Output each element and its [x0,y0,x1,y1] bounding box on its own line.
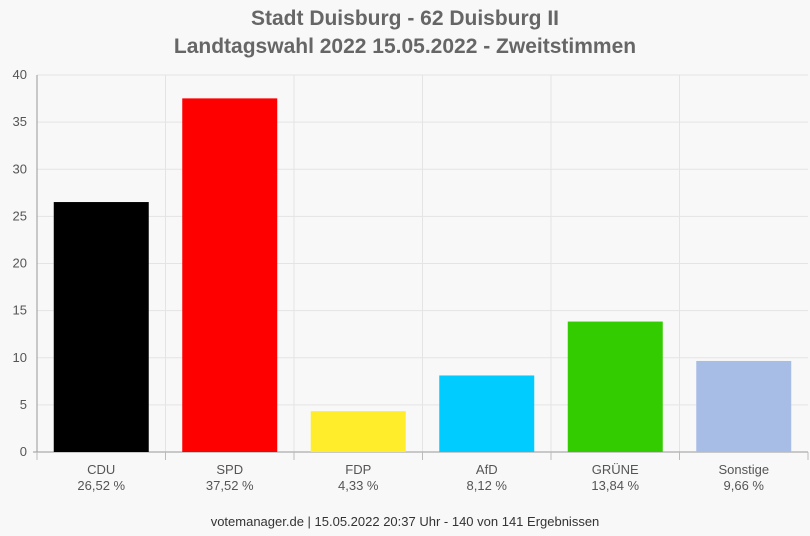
bar-fdp [310,411,406,452]
x-tick-label: FDP [345,462,371,477]
y-tick-label: 5 [20,397,27,412]
y-tick-label: 10 [13,350,27,365]
data-label: 4,33 % [338,478,379,493]
data-label: 37,52 % [206,478,254,493]
data-label: 8,12 % [467,478,508,493]
data-label: 9,66 % [724,478,765,493]
x-tick-label: SPD [216,462,243,477]
x-tick-label: GRÜNE [592,462,639,477]
chart-title: Stadt Duisburg - 62 Duisburg II [250,7,560,30]
chart-subtitle: Landtagswahl 2022 15.05.2022 - Zweitstim… [173,35,637,58]
y-tick-label: 0 [20,444,27,459]
footer-source: votemanager.de | 15.05.2022 20:37 Uhr - … [210,514,600,529]
bar-afd [439,375,535,452]
data-label: 26,52 % [77,478,125,493]
data-label: 13,84 % [591,478,639,493]
y-tick-label: 20 [13,256,27,271]
y-tick-label: 35 [13,114,27,129]
bar-sonstige [696,360,792,452]
x-tick-label: CDU [87,462,115,477]
y-tick-label: 30 [13,161,27,176]
bar-grüne [567,321,663,452]
bar-cdu [53,202,149,452]
x-tick-label: AfD [476,462,498,477]
x-tick-label: Sonstige [718,462,769,477]
y-tick-label: 40 [13,67,27,82]
y-tick-label: 15 [13,303,27,318]
y-tick-label: 25 [13,208,27,223]
bar-spd [182,98,278,453]
